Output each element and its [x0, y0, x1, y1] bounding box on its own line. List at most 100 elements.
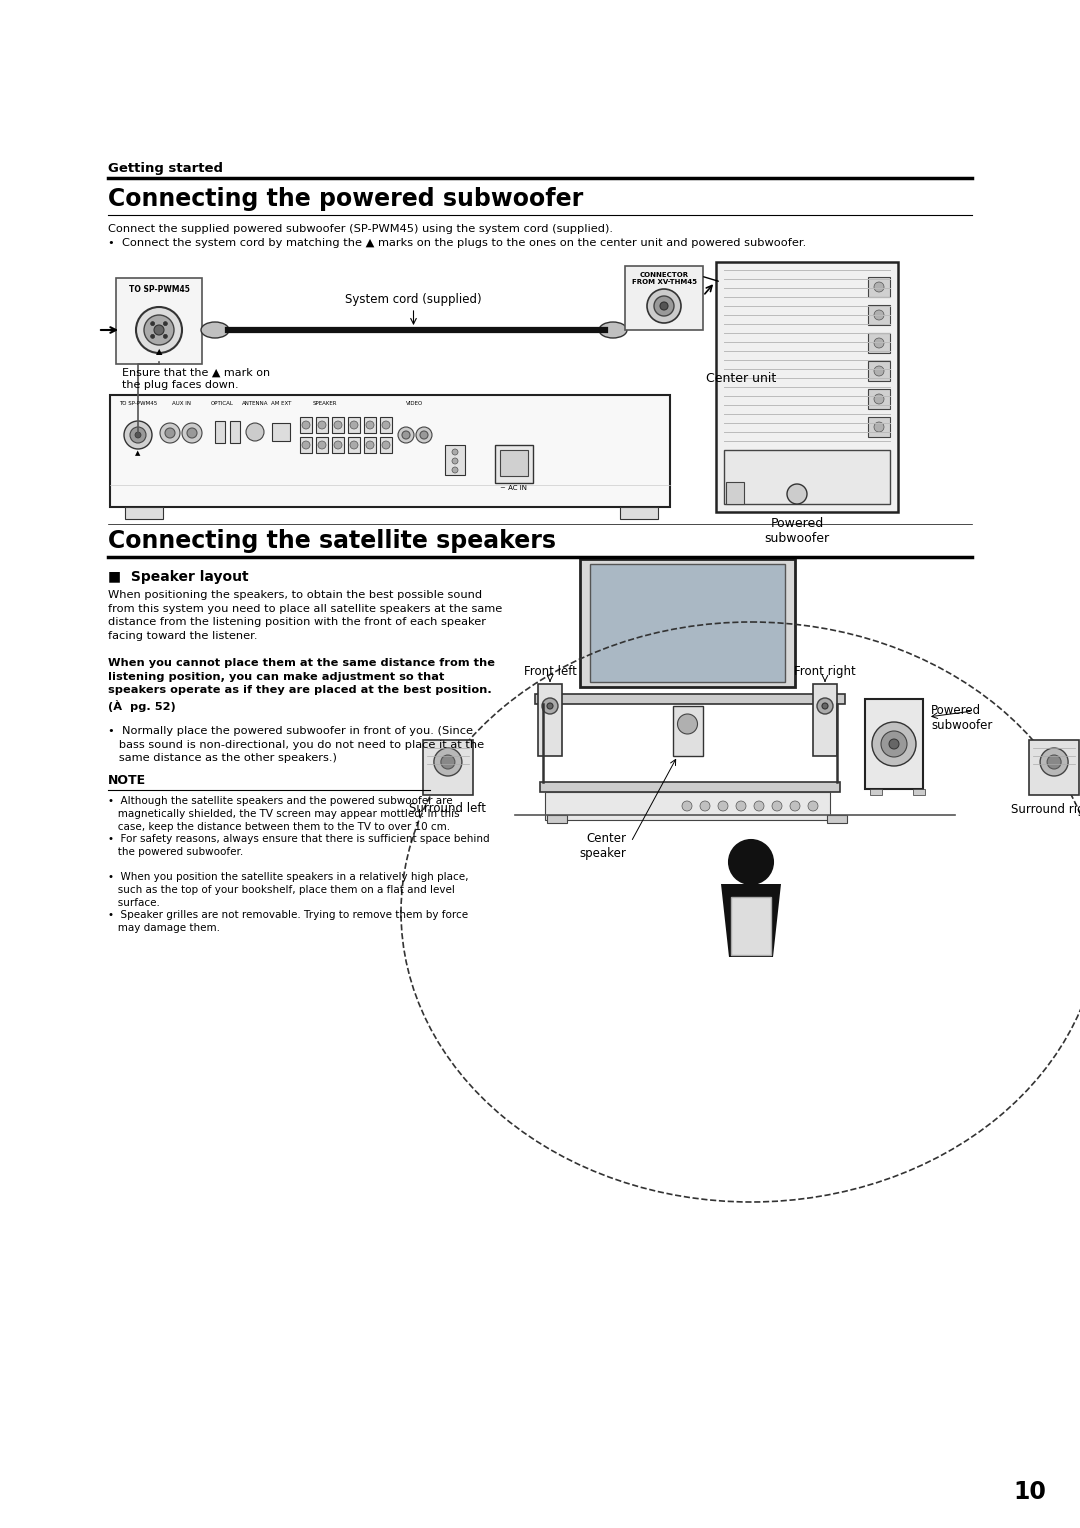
- Circle shape: [700, 801, 710, 811]
- Circle shape: [150, 335, 154, 338]
- Bar: [538, 685, 562, 756]
- Circle shape: [150, 321, 154, 325]
- Ellipse shape: [599, 322, 627, 338]
- Circle shape: [402, 431, 410, 439]
- Circle shape: [453, 468, 458, 474]
- Circle shape: [165, 428, 175, 439]
- Bar: [868, 333, 890, 353]
- Polygon shape: [721, 885, 781, 957]
- Circle shape: [453, 458, 458, 465]
- Circle shape: [542, 698, 558, 714]
- Bar: [580, 559, 795, 688]
- Circle shape: [154, 325, 164, 335]
- Circle shape: [382, 422, 390, 429]
- Bar: [716, 261, 897, 512]
- Circle shape: [874, 394, 885, 403]
- Bar: [731, 897, 771, 955]
- Circle shape: [382, 442, 390, 449]
- Text: ■  Speaker layout: ■ Speaker layout: [108, 570, 248, 584]
- Bar: [348, 417, 360, 432]
- Text: When positioning the speakers, to obtain the best possible sound
from this syste: When positioning the speakers, to obtain…: [108, 590, 502, 640]
- Circle shape: [366, 422, 374, 429]
- Bar: [364, 437, 376, 452]
- Circle shape: [822, 703, 828, 709]
- Text: Center
speaker: Center speaker: [579, 833, 626, 860]
- Text: System cord (supplied): System cord (supplied): [346, 293, 482, 306]
- Circle shape: [130, 426, 146, 443]
- Circle shape: [754, 801, 764, 811]
- Circle shape: [808, 801, 818, 811]
- Circle shape: [302, 422, 310, 429]
- Text: Getting started: Getting started: [108, 162, 222, 176]
- Text: AUX IN: AUX IN: [172, 400, 190, 406]
- Circle shape: [334, 442, 342, 449]
- Circle shape: [881, 730, 907, 756]
- Bar: [316, 437, 328, 452]
- Circle shape: [874, 422, 885, 432]
- Bar: [332, 417, 345, 432]
- Text: Front right: Front right: [794, 665, 855, 678]
- Bar: [535, 694, 845, 704]
- Text: VIDEO: VIDEO: [406, 400, 423, 406]
- Text: •  Although the satellite speakers and the powered subwoofer are
   magnetically: • Although the satellite speakers and th…: [108, 796, 460, 833]
- Bar: [868, 306, 890, 325]
- Text: SPEAKER: SPEAKER: [313, 400, 337, 406]
- Circle shape: [647, 289, 681, 322]
- Circle shape: [420, 431, 428, 439]
- Bar: [827, 814, 847, 824]
- Circle shape: [677, 714, 698, 733]
- Circle shape: [874, 283, 885, 292]
- Text: Surround right: Surround right: [1011, 802, 1080, 816]
- Text: NOTE: NOTE: [108, 775, 146, 787]
- Bar: [215, 422, 225, 443]
- Bar: [332, 437, 345, 452]
- Circle shape: [124, 422, 152, 449]
- Circle shape: [350, 442, 357, 449]
- Bar: [300, 437, 312, 452]
- FancyBboxPatch shape: [116, 278, 202, 364]
- Circle shape: [654, 296, 674, 316]
- Bar: [546, 814, 567, 824]
- Text: Powered
subwoofer: Powered subwoofer: [931, 704, 993, 732]
- Bar: [673, 706, 702, 756]
- Circle shape: [434, 749, 462, 776]
- Bar: [540, 782, 840, 792]
- Text: ~ AC IN: ~ AC IN: [500, 484, 527, 490]
- Text: Connecting the powered subwoofer: Connecting the powered subwoofer: [108, 186, 583, 211]
- Text: ▲: ▲: [156, 347, 162, 356]
- Circle shape: [163, 335, 167, 338]
- Circle shape: [453, 449, 458, 455]
- Circle shape: [874, 310, 885, 319]
- Circle shape: [441, 755, 455, 769]
- Circle shape: [136, 307, 183, 353]
- Bar: [620, 507, 658, 520]
- Text: ANTENNA: ANTENNA: [242, 400, 268, 406]
- Text: Connecting the satellite speakers: Connecting the satellite speakers: [108, 529, 556, 553]
- Circle shape: [416, 426, 432, 443]
- Circle shape: [660, 303, 669, 310]
- Bar: [913, 788, 924, 795]
- Circle shape: [302, 442, 310, 449]
- Bar: [868, 417, 890, 437]
- Circle shape: [816, 698, 833, 714]
- Bar: [724, 451, 890, 504]
- Text: TO SP-PWM45: TO SP-PWM45: [119, 400, 157, 406]
- Text: Connect the supplied powered subwoofer (SP-PWM45) using the system cord (supplie: Connect the supplied powered subwoofer (…: [108, 225, 613, 234]
- Text: •  When you position the satellite speakers in a relatively high place,
   such : • When you position the satellite speake…: [108, 872, 469, 908]
- Circle shape: [160, 423, 180, 443]
- Text: 10: 10: [1013, 1481, 1047, 1504]
- Circle shape: [772, 801, 782, 811]
- Text: •  Connect the system cord by matching the ▲ marks on the plugs to the ones on t: • Connect the system cord by matching th…: [108, 238, 807, 248]
- Circle shape: [187, 428, 197, 439]
- Bar: [445, 445, 465, 475]
- Bar: [590, 564, 785, 681]
- Bar: [495, 445, 534, 483]
- Bar: [868, 390, 890, 410]
- Text: AM EXT: AM EXT: [271, 400, 292, 406]
- Bar: [300, 417, 312, 432]
- Text: Surround left: Surround left: [409, 802, 486, 816]
- Bar: [423, 740, 473, 795]
- Circle shape: [546, 703, 553, 709]
- Circle shape: [1048, 755, 1062, 769]
- Circle shape: [718, 801, 728, 811]
